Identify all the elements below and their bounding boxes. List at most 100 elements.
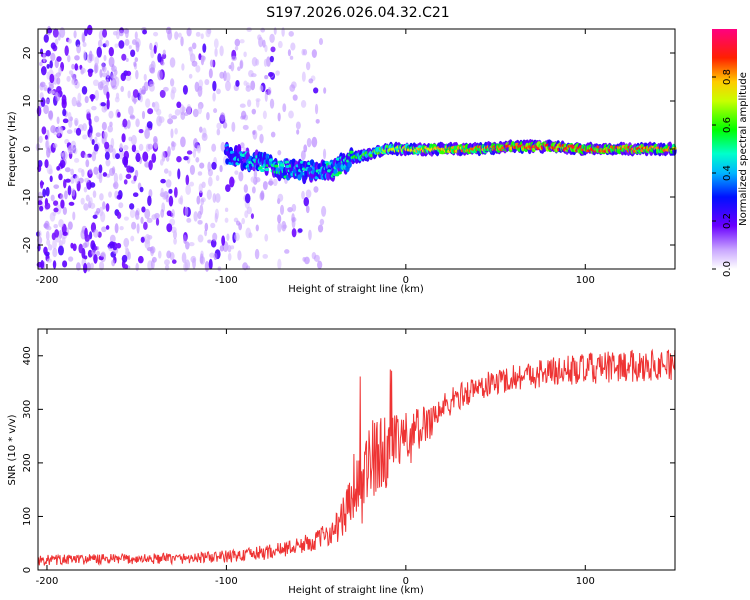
- noise-speckle: [56, 77, 61, 85]
- noise-speckle: [259, 133, 264, 144]
- noise-speckle: [148, 189, 153, 198]
- noise-speckle: [311, 49, 317, 58]
- noise-speckle: [72, 243, 77, 252]
- noise-speckle: [108, 241, 115, 249]
- noise-speckle: [311, 136, 318, 148]
- ridge-cell: [334, 173, 340, 177]
- snr-y-label: SNR (10 * v/v): [7, 414, 18, 485]
- noise-speckle: [212, 193, 217, 203]
- noise-speckle: [78, 243, 83, 254]
- noise-speckle: [129, 203, 135, 210]
- noise-speckle: [167, 146, 171, 157]
- noise-speckle: [174, 31, 179, 40]
- noise-speckle: [88, 117, 92, 127]
- noise-speckle: [198, 79, 204, 88]
- noise-speckle: [234, 170, 239, 175]
- noise-speckle: [153, 101, 160, 112]
- y-tick-label: 20: [22, 47, 33, 60]
- noise-speckle: [227, 252, 232, 261]
- noise-speckle: [108, 46, 114, 57]
- noise-speckle: [39, 81, 46, 88]
- noise-speckle: [308, 229, 312, 241]
- noise-speckle: [116, 242, 122, 249]
- noise-speckle: [107, 125, 113, 133]
- noise-speckle: [198, 85, 203, 91]
- noise-speckle: [302, 256, 306, 262]
- noise-speckle: [219, 45, 224, 57]
- ridge-cell: [229, 150, 235, 154]
- noise-speckle: [137, 255, 144, 264]
- noise-speckle: [53, 200, 59, 206]
- noise-speckle: [188, 241, 195, 247]
- noise-speckle: [224, 217, 229, 223]
- noise-speckle: [125, 173, 132, 180]
- noise-speckle: [80, 197, 85, 205]
- noise-speckle: [73, 30, 77, 39]
- noise-speckle: [56, 86, 62, 93]
- y-tick-label: -10: [22, 189, 33, 205]
- noise-speckle: [201, 181, 206, 189]
- noise-speckle: [162, 86, 169, 92]
- noise-speckle: [204, 260, 210, 272]
- noise-speckle: [43, 104, 49, 115]
- noise-speckle: [246, 27, 252, 33]
- noise-speckle: [129, 209, 136, 219]
- noise-speckle: [47, 110, 53, 120]
- noise-speckle: [111, 166, 116, 175]
- noise-speckle: [61, 236, 66, 245]
- noise-speckle: [199, 126, 203, 133]
- noise-speckle: [98, 172, 103, 184]
- y-tick-label: 10: [22, 95, 33, 108]
- noise-speckle: [135, 118, 140, 128]
- noise-speckle: [46, 63, 50, 69]
- noise-speckle: [145, 98, 151, 108]
- noise-speckle: [59, 159, 66, 169]
- noise-speckle: [259, 85, 264, 92]
- noise-speckle: [147, 108, 154, 115]
- noise-speckle: [41, 126, 47, 135]
- noise-speckle: [197, 171, 203, 176]
- noise-speckle: [44, 159, 49, 169]
- noise-speckle: [251, 108, 257, 115]
- noise-speckle: [206, 111, 210, 121]
- noise-speckle: [207, 168, 213, 177]
- noise-speckle: [216, 122, 222, 130]
- noise-speckle: [149, 67, 156, 74]
- noise-speckle: [250, 80, 256, 91]
- noise-speckle: [277, 214, 282, 224]
- noise-speckle: [76, 44, 81, 54]
- noise-speckle: [84, 28, 88, 37]
- noise-speckle: [251, 56, 258, 67]
- noise-speckle: [132, 89, 139, 98]
- noise-speckle: [85, 194, 90, 202]
- noise-speckle: [50, 194, 55, 202]
- noise-speckle: [75, 262, 81, 271]
- noise-speckle: [226, 233, 230, 241]
- noise-speckle: [108, 191, 112, 198]
- noise-speckle: [174, 127, 178, 135]
- x-tick-label: -100: [215, 576, 238, 587]
- noise-speckle: [160, 178, 166, 184]
- noise-speckle: [289, 55, 294, 60]
- noise-speckle: [46, 164, 53, 175]
- noise-speckle: [234, 232, 240, 242]
- ridge-cell: [337, 171, 342, 175]
- noise-speckle: [245, 85, 252, 92]
- snr-marks: [37, 348, 676, 567]
- noise-speckle: [171, 86, 177, 94]
- noise-speckle: [117, 111, 121, 118]
- noise-speckle: [131, 144, 137, 153]
- noise-speckle: [118, 173, 123, 181]
- noise-speckle: [135, 69, 139, 80]
- noise-speckle: [291, 216, 297, 223]
- noise-speckle: [313, 87, 319, 94]
- noise-speckle: [52, 28, 59, 38]
- noise-speckle: [182, 84, 188, 95]
- noise-speckle: [103, 54, 107, 62]
- noise-speckle: [181, 63, 185, 71]
- noise-speckle: [52, 247, 58, 258]
- noise-speckle: [50, 52, 56, 62]
- x-tick-label: -200: [36, 275, 59, 286]
- noise-speckle: [64, 190, 68, 200]
- noise-speckle: [250, 213, 254, 220]
